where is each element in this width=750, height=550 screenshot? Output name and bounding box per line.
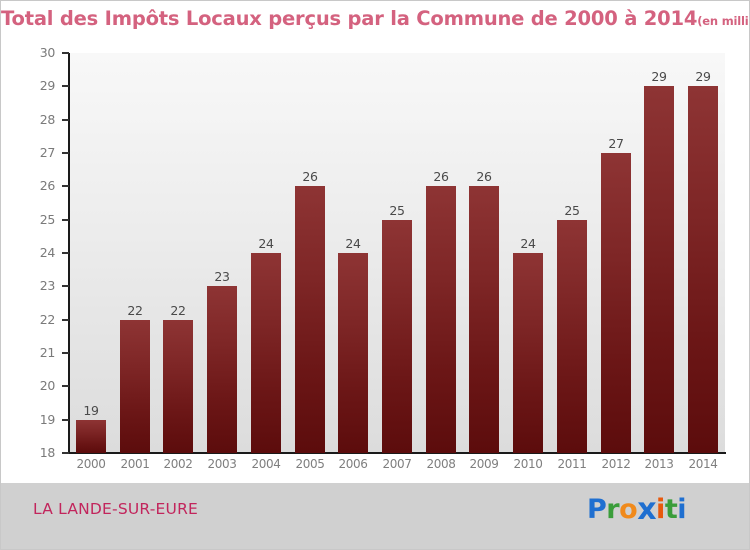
bar-value-label: 23 bbox=[214, 269, 230, 284]
bar-value-label: 24 bbox=[345, 236, 361, 251]
x-axis-tick-label: 2009 bbox=[469, 457, 499, 471]
y-axis-tick bbox=[62, 352, 69, 354]
bar-value-label: 29 bbox=[695, 69, 711, 84]
logo-letter: x bbox=[637, 492, 657, 527]
x-axis-tick-label: 2014 bbox=[688, 457, 718, 471]
y-axis-tick-label: 18 bbox=[39, 445, 56, 460]
y-axis-line bbox=[68, 53, 70, 454]
bar[interactable] bbox=[295, 186, 325, 453]
y-axis-tick-label: 30 bbox=[39, 45, 56, 60]
y-axis-tick-label: 29 bbox=[39, 78, 56, 94]
y-axis-tick-label: 28 bbox=[39, 111, 56, 127]
bar[interactable] bbox=[207, 286, 237, 453]
y-axis-tick-label: 20 bbox=[39, 378, 56, 394]
x-axis-tick-label: 2013 bbox=[644, 457, 674, 471]
bar-value-label: 29 bbox=[651, 69, 667, 84]
y-axis-tick bbox=[62, 118, 69, 121]
y-axis-tick bbox=[62, 85, 69, 88]
chart-title-main: Total des Impôts Locaux perçus par la Co… bbox=[1, 7, 698, 30]
chart-title-subtitle: (en milliers d'€) bbox=[697, 14, 749, 28]
y-axis-tick-label: 19 bbox=[39, 411, 56, 427]
proxiti-logo[interactable]: Proxiti bbox=[587, 491, 686, 527]
bar-value-label: 22 bbox=[170, 303, 186, 318]
bar[interactable] bbox=[688, 86, 718, 453]
bar-value-label: 22 bbox=[127, 303, 143, 318]
x-axis-tick-label: 2007 bbox=[382, 457, 412, 471]
y-axis-tick-label: 22 bbox=[39, 311, 56, 327]
logo-letter: P bbox=[587, 494, 607, 525]
x-axis-tick-label: 2008 bbox=[426, 457, 456, 471]
y-axis-tick bbox=[62, 418, 69, 421]
y-axis-tick bbox=[62, 252, 69, 254]
y-axis-tick-label: 23 bbox=[39, 278, 56, 294]
x-axis-tick-label: 2011 bbox=[557, 457, 587, 471]
y-axis-tick-label: 26 bbox=[39, 178, 56, 194]
x-axis-tick-label: 2002 bbox=[163, 457, 193, 471]
bar[interactable] bbox=[163, 320, 193, 453]
bar[interactable] bbox=[644, 86, 674, 453]
logo-letter: o bbox=[619, 494, 638, 525]
bar[interactable] bbox=[382, 220, 412, 453]
y-axis-tick-label: 24 bbox=[39, 245, 56, 260]
bar-value-label: 24 bbox=[258, 236, 274, 251]
logo-letter: i bbox=[656, 494, 665, 525]
bar[interactable] bbox=[251, 253, 281, 453]
y-axis-tick-label: 25 bbox=[39, 211, 56, 227]
bar-value-label: 25 bbox=[389, 203, 405, 218]
bar[interactable] bbox=[557, 220, 587, 453]
bar-value-label: 27 bbox=[608, 136, 624, 151]
x-axis-line bbox=[68, 452, 726, 454]
x-axis-tick-label: 2000 bbox=[76, 457, 106, 471]
bar[interactable] bbox=[513, 253, 543, 453]
logo-letter: i bbox=[677, 494, 686, 525]
x-axis-tick-label: 2012 bbox=[601, 457, 631, 471]
x-axis-tick-label: 2001 bbox=[120, 457, 150, 471]
footer-bar: LA LANDE-SUR-EURE Proxiti bbox=[1, 483, 749, 549]
y-axis-tick-label: 27 bbox=[39, 145, 56, 160]
bar[interactable] bbox=[338, 253, 368, 453]
bar-value-label: 26 bbox=[433, 169, 449, 184]
y-axis-tick bbox=[62, 52, 69, 54]
y-axis-tick bbox=[62, 152, 69, 154]
chart-title: Total des Impôts Locaux perçus par la Co… bbox=[1, 7, 749, 37]
commune-name: LA LANDE-SUR-EURE bbox=[33, 500, 199, 518]
bar[interactable] bbox=[426, 186, 456, 453]
y-axis-tick bbox=[62, 318, 69, 321]
bar-value-label: 24 bbox=[520, 236, 536, 251]
bar[interactable] bbox=[76, 420, 106, 453]
x-axis-tick-label: 2004 bbox=[251, 457, 281, 471]
bar[interactable] bbox=[469, 186, 499, 453]
x-axis-tick-label: 2003 bbox=[207, 457, 237, 471]
y-axis-tick bbox=[62, 452, 69, 454]
y-axis-tick bbox=[62, 218, 69, 221]
bar[interactable] bbox=[601, 153, 631, 453]
logo-letter: r bbox=[606, 494, 620, 525]
bar-value-label: 19 bbox=[83, 403, 99, 418]
bar-value-label: 26 bbox=[476, 169, 492, 184]
y-axis-tick bbox=[62, 185, 69, 188]
bar-value-label: 26 bbox=[302, 169, 318, 184]
x-axis-tick-label: 2010 bbox=[513, 457, 543, 471]
bar[interactable] bbox=[120, 320, 150, 453]
bar-value-label: 25 bbox=[564, 203, 580, 218]
y-axis-tick bbox=[62, 385, 69, 388]
x-axis-tick-label: 2005 bbox=[295, 457, 325, 471]
y-axis-tick-label: 21 bbox=[39, 345, 56, 360]
logo-letter: t bbox=[664, 494, 678, 525]
x-axis-tick-label: 2006 bbox=[338, 457, 368, 471]
y-axis-tick bbox=[62, 285, 69, 288]
